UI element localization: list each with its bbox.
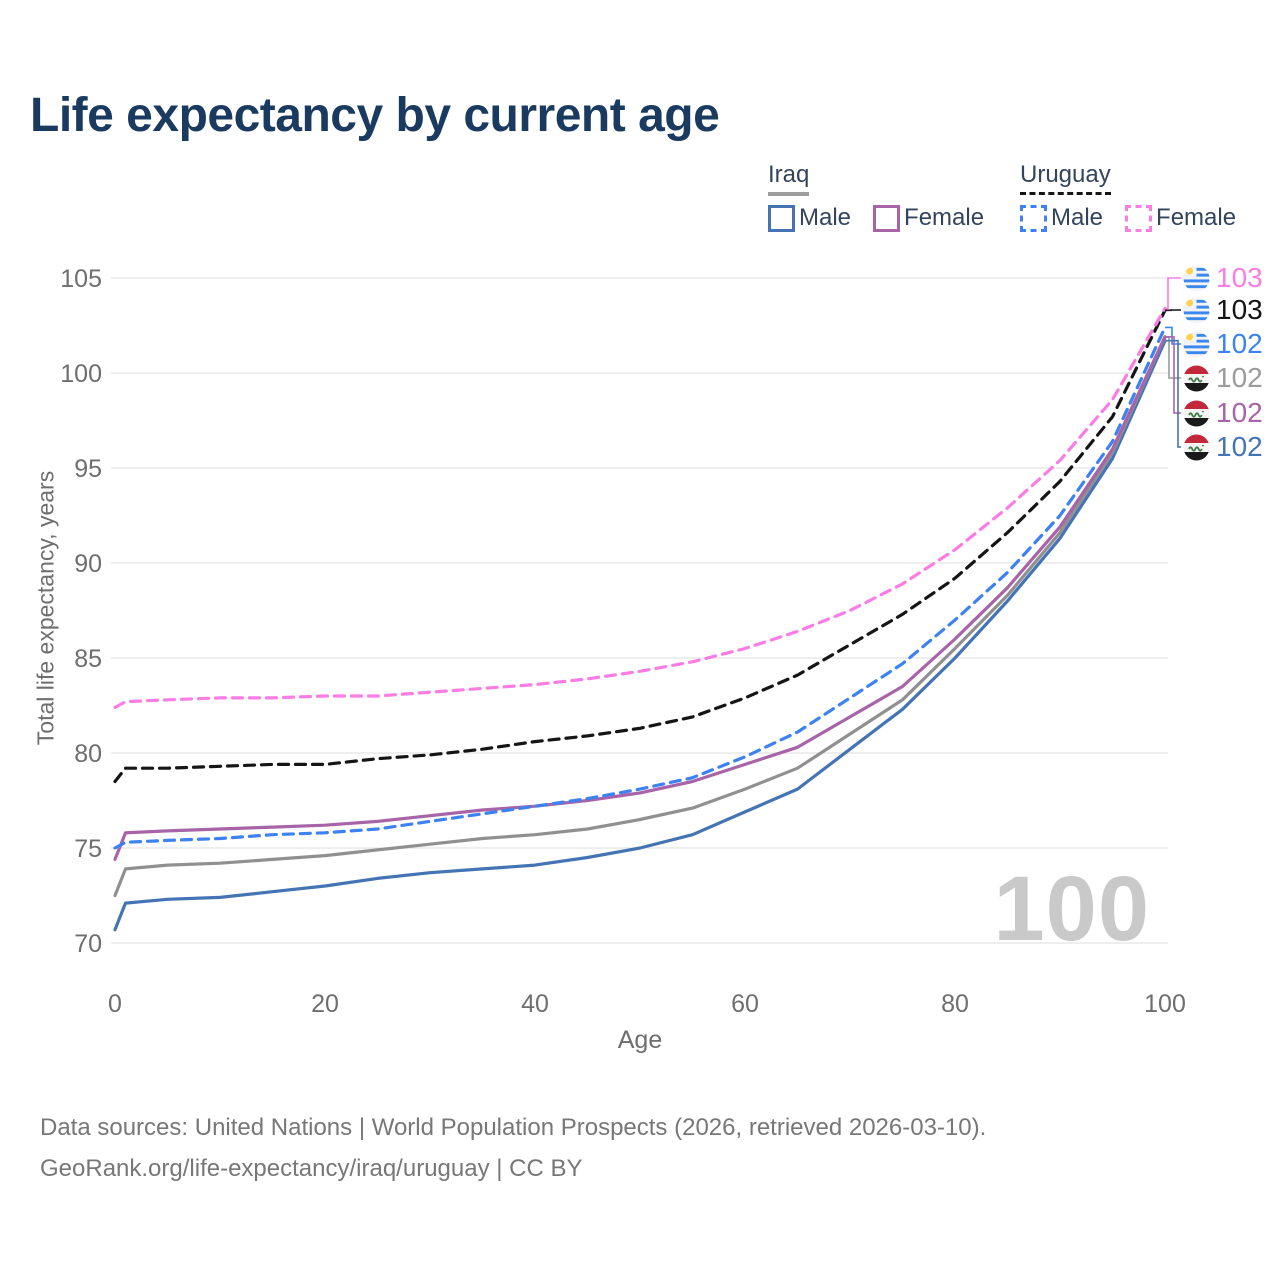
iraq-flag-icon <box>1183 400 1210 426</box>
end-label-value: 102 <box>1216 431 1263 462</box>
leader-line <box>1165 277 1181 310</box>
age-counter-watermark: 100 <box>993 858 1150 960</box>
legend-item-label: Male <box>799 204 852 231</box>
x-tick-label: 100 <box>1144 990 1186 1018</box>
footer: Data sources: United Nations | World Pop… <box>40 1108 986 1190</box>
uruguay-flag-icon <box>1183 265 1210 291</box>
attribution-text: GeoRank.org/life-expectancy/iraq/uruguay… <box>40 1154 583 1182</box>
end-label-uruguay-both-sexes: 103 <box>1183 294 1263 325</box>
y-tick-label: 85 <box>74 645 102 673</box>
y-tick-label: 75 <box>74 835 102 863</box>
x-tick-label: 40 <box>521 990 549 1018</box>
legend-item-iraq-female[interactable]: Female <box>873 204 984 232</box>
series-line-iraq-both-sexes[interactable] <box>113 335 1167 898</box>
end-label-value: 102 <box>1216 362 1263 393</box>
iraq-male-swatch-icon <box>768 204 795 232</box>
series-line-uruguay-female[interactable] <box>113 306 1167 710</box>
page-title: Life expectancy by current age <box>30 89 720 142</box>
y-tick-label: 100 <box>60 360 102 388</box>
end-label-uruguay-female: 103 <box>1183 262 1263 293</box>
leader-line <box>1165 326 1181 345</box>
x-tick-label: 80 <box>941 990 969 1018</box>
end-label-iraq-female: 102 <box>1183 397 1263 428</box>
end-label-iraq-both-sexes: 102 <box>1183 362 1263 393</box>
uruguay-female-swatch-icon <box>1125 204 1153 232</box>
end-label-value: 102 <box>1216 328 1263 359</box>
data-sources-text: Data sources: United Nations | World Pop… <box>40 1114 987 1141</box>
y-tick-label: 105 <box>60 265 102 293</box>
legend-item-iraq-male[interactable]: Male <box>768 204 851 232</box>
legend-item-label: Male <box>1051 204 1104 231</box>
legend-item-uruguay-female[interactable]: Female <box>1125 204 1236 232</box>
iraq-flag-icon <box>1183 365 1210 391</box>
uruguay-flag-icon <box>1183 331 1210 357</box>
end-label-iraq-male: 102 <box>1183 431 1263 462</box>
end-label-value: 102 <box>1216 397 1263 428</box>
y-tick-label: 80 <box>74 740 102 768</box>
legend-item-uruguay-male[interactable]: Male <box>1020 204 1103 232</box>
y-tick-label: 95 <box>74 455 102 483</box>
legend-group-uruguay: Uruguay Male Female <box>1020 161 1236 232</box>
leader-line <box>1165 339 1181 448</box>
x-tick-label: 60 <box>731 990 759 1018</box>
series-line-iraq-female[interactable] <box>113 335 1167 862</box>
legend-item-label: Female <box>1156 204 1237 231</box>
y-axis-title: Total life expectancy, years <box>32 470 59 746</box>
legend-country-iraq[interactable]: Iraq <box>768 161 810 197</box>
uruguay-male-swatch-icon <box>1020 204 1047 232</box>
iraq-female-swatch-icon <box>873 204 901 232</box>
legend-item-label: Female <box>904 204 985 231</box>
legend-group-iraq: Iraq Male Female <box>768 161 984 232</box>
end-label-value: 103 <box>1216 262 1263 293</box>
x-axis-title: Age <box>617 1026 663 1054</box>
iraq-flag-icon <box>1183 434 1210 460</box>
series-line-uruguay-male[interactable] <box>113 325 1167 850</box>
x-tick-label: 0 <box>108 990 122 1018</box>
y-tick-label: 70 <box>74 930 102 958</box>
end-label-uruguay-male: 102 <box>1183 328 1263 359</box>
x-tick-label: 20 <box>311 990 339 1018</box>
end-label-value: 103 <box>1216 294 1263 325</box>
legend-country-uruguay[interactable]: Uruguay <box>1020 161 1111 196</box>
series-line-iraq-male[interactable] <box>113 339 1167 932</box>
series-line-uruguay-both-sexes[interactable] <box>113 308 1167 784</box>
uruguay-flag-icon <box>1183 297 1210 323</box>
y-tick-label: 90 <box>74 550 102 578</box>
